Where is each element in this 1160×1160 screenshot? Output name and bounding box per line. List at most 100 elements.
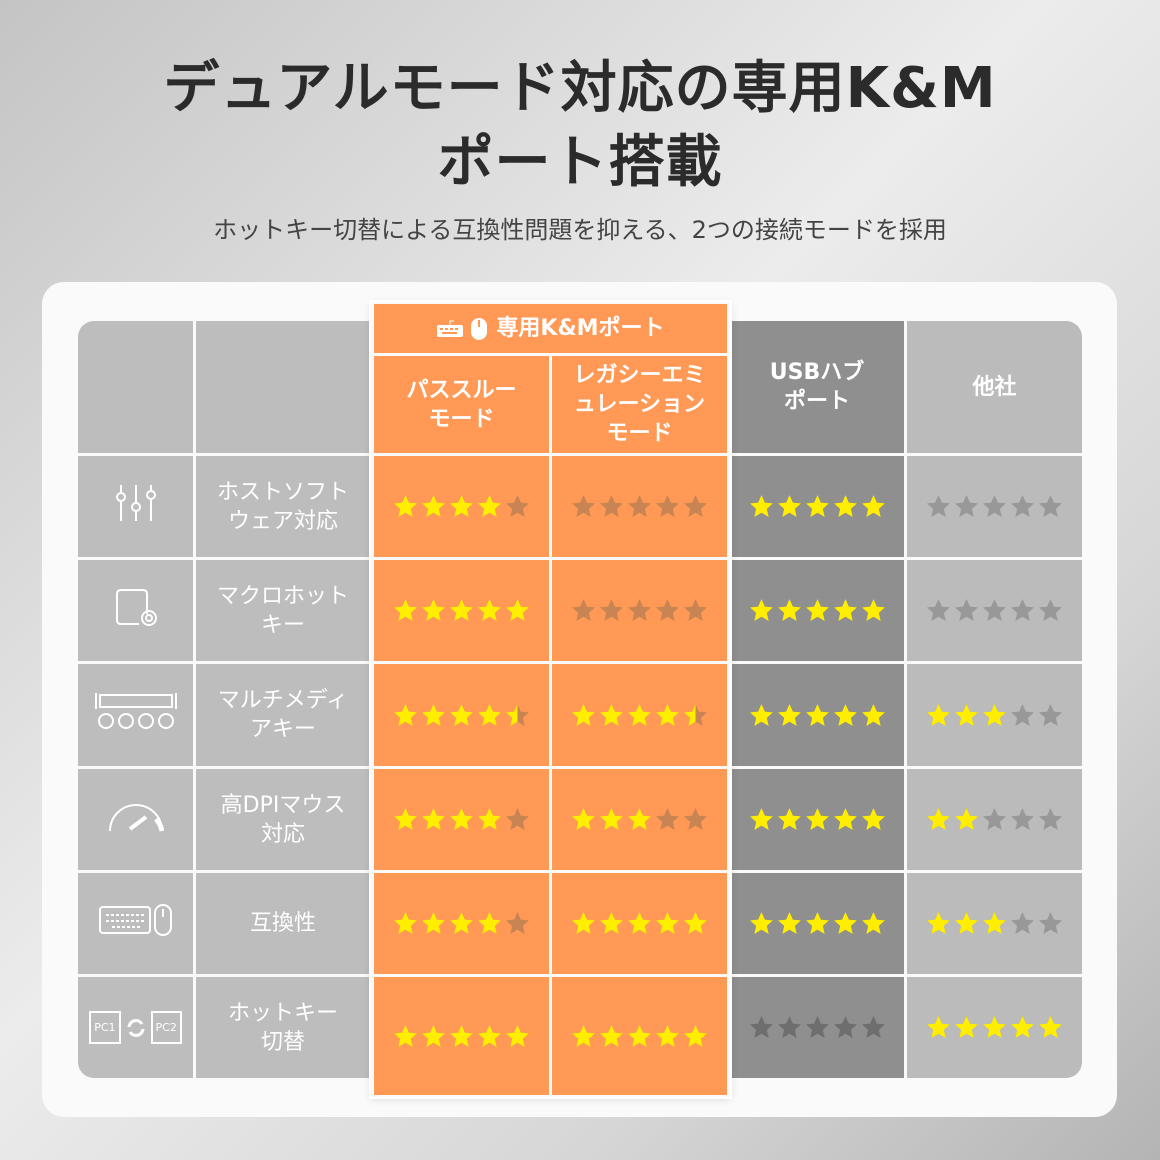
star-filled-icon (833, 599, 857, 621)
rating-cell (552, 664, 727, 766)
rating-cell (907, 769, 1082, 870)
rating-cell (730, 977, 904, 1078)
star-empty-icon (927, 495, 950, 517)
star-filled-icon (749, 808, 773, 830)
star-empty-icon (600, 495, 623, 517)
rating-cell (552, 560, 727, 661)
star-rating (749, 1015, 886, 1040)
star-filled-icon (572, 912, 595, 934)
star-empty-icon (861, 1016, 885, 1038)
star-filled-icon (983, 1016, 1006, 1038)
star-filled-icon (805, 808, 829, 830)
star-rating (393, 598, 530, 623)
star-empty-icon (684, 808, 707, 830)
star-filled-icon (927, 1016, 950, 1038)
star-empty-icon (506, 912, 529, 934)
star-filled-icon (450, 599, 473, 621)
star-filled-icon (450, 1024, 473, 1047)
star-filled-icon (478, 703, 501, 726)
rating-cell (374, 664, 549, 766)
column-header-2: USBハブ ポート (730, 321, 904, 453)
star-half-icon (684, 703, 707, 726)
row-label-cell: マルチメディ アキー (196, 664, 370, 766)
star-rating (926, 807, 1063, 832)
header-empty-cell (78, 321, 193, 453)
star-half-icon (506, 703, 529, 726)
column-header-3: 他社 (907, 321, 1082, 453)
star-filled-icon (394, 1024, 417, 1047)
star-filled-icon (805, 912, 829, 934)
rating-cell (374, 560, 549, 661)
star-filled-icon (394, 703, 417, 726)
pc-switch-icon: PC1 PC2 (89, 1011, 182, 1044)
rating-cell (907, 456, 1082, 557)
rating-cell (907, 560, 1082, 661)
row-icon-cell (78, 456, 193, 557)
star-rating (749, 911, 886, 936)
group-header-km-port: 専用K&Mポート (374, 304, 727, 353)
swap-arrows-icon (127, 1018, 144, 1037)
star-filled-icon (478, 495, 501, 517)
star-filled-icon (749, 703, 773, 726)
star-filled-icon (394, 912, 417, 934)
keyboard-mouse-icon (98, 903, 174, 945)
column-header-label: パススルー モード (406, 377, 517, 432)
star-rating (926, 494, 1063, 519)
star-filled-icon (955, 912, 978, 934)
star-filled-icon (955, 703, 978, 726)
row-label: 高DPIマウス 対応 (220, 792, 346, 847)
star-rating (926, 703, 1063, 728)
star-filled-icon (684, 1024, 707, 1047)
star-empty-icon (506, 808, 529, 830)
star-empty-icon (684, 495, 707, 517)
pc2-label: PC2 (150, 1011, 182, 1044)
row-icon-cell: PC1 PC2 (78, 977, 193, 1078)
rating-cell (552, 769, 727, 870)
star-empty-icon (1011, 703, 1034, 726)
mouse-icon (471, 317, 488, 340)
star-filled-icon (861, 703, 885, 726)
star-rating (749, 807, 886, 832)
star-filled-icon (422, 599, 445, 621)
star-filled-icon (684, 912, 707, 934)
macro-key-icon (111, 586, 161, 636)
star-filled-icon (628, 912, 651, 934)
rating-cell (907, 873, 1082, 974)
star-rating (926, 911, 1063, 936)
star-filled-icon (450, 703, 473, 726)
rating-cell (374, 769, 549, 870)
star-rating (749, 703, 886, 728)
star-filled-icon (833, 495, 857, 517)
star-filled-icon (983, 912, 1006, 934)
title-line-2: ポート搭載 (437, 130, 723, 195)
star-rating (393, 703, 530, 728)
star-filled-icon (506, 599, 529, 621)
column-header-label: USBハブ ポート (769, 360, 865, 414)
row-icon-cell (78, 873, 193, 974)
star-filled-icon (983, 703, 1006, 726)
star-filled-icon (506, 1024, 529, 1047)
rating-cell (730, 456, 904, 557)
column-header-1: レガシーエミ ュレーション モード (552, 356, 727, 453)
star-filled-icon (422, 808, 445, 830)
rating-cell (730, 560, 904, 661)
star-empty-icon (684, 599, 707, 621)
star-empty-icon (628, 599, 651, 621)
star-empty-icon (777, 1016, 801, 1038)
star-empty-icon (749, 1016, 773, 1038)
rating-cell (374, 456, 549, 557)
star-filled-icon (1011, 1016, 1034, 1038)
star-empty-icon (1039, 912, 1062, 934)
star-filled-icon (478, 912, 501, 934)
star-rating (926, 1015, 1063, 1040)
row-label-cell: 高DPIマウス 対応 (196, 769, 370, 870)
star-empty-icon (805, 1016, 829, 1038)
star-rating (749, 494, 886, 519)
star-empty-icon (1011, 495, 1034, 517)
star-filled-icon (450, 912, 473, 934)
star-filled-icon (777, 703, 801, 726)
star-filled-icon (805, 495, 829, 517)
star-empty-icon (983, 495, 1006, 517)
rating-cell (907, 664, 1082, 766)
star-filled-icon (450, 808, 473, 830)
